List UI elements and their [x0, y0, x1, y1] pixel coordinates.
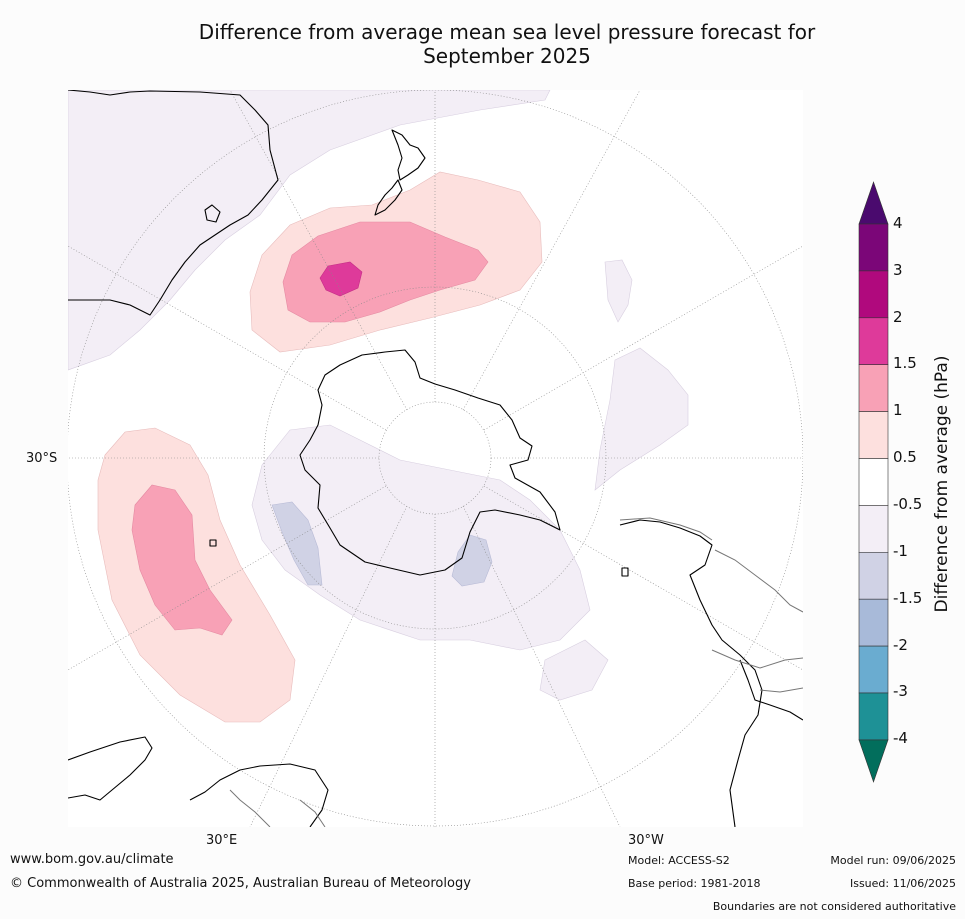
border-line-1 [619, 517, 713, 541]
anomaly-negative-weddell-sea [451, 534, 493, 587]
meridian-30e [249, 505, 408, 827]
colorbar-tick-label: 2 [893, 308, 903, 326]
anomaly-weak-negative-ring [251, 424, 591, 651]
coastline-new-zealand-south [374, 179, 403, 216]
graticule [68, 90, 803, 827]
footer-website: www.bom.gov.au/climate [10, 852, 174, 867]
colorbar-extend-min [858, 739, 889, 783]
colorbar-tick-label: 3 [893, 261, 903, 279]
anomaly-positive-indian-1-1.5 [131, 484, 233, 636]
colorbar-bin [858, 598, 889, 647]
meridian-150w [462, 90, 641, 411]
meridian-60w [483, 485, 803, 671]
colorbar-extend-max [858, 181, 889, 225]
footer-model: Model: ACCESS-S2 [628, 854, 730, 867]
meridian-120w [483, 245, 803, 431]
anomaly-negative-indian-sector [271, 501, 323, 586]
colorbar-tick-label: 1 [893, 401, 903, 419]
title-line-2: September 2025 [423, 44, 591, 68]
coastline-tasmania [204, 204, 221, 223]
anomaly-positive-tasman-1-1.5 [282, 221, 489, 323]
title-line-1: Difference from average mean sea level p… [198, 20, 816, 44]
footer-model-run: Model run: 09/06/2025 [830, 854, 956, 867]
colorbar-bin [858, 692, 889, 741]
colorbar-tick-label: -2 [893, 636, 908, 654]
anomaly-weak-negative-patch-south [539, 639, 609, 701]
footer-base-period: Base period: 1981-2018 [628, 877, 761, 890]
borders [229, 517, 803, 827]
meridian-150e [229, 90, 408, 411]
coastline-australia [68, 90, 279, 316]
colorbar-tick-label: -0.5 [893, 495, 923, 513]
colorbar-tick-label: 0.5 [893, 448, 917, 466]
colorbar-bin [858, 551, 889, 600]
colorbar-bin [858, 505, 889, 553]
anomaly-weak-negative-australia-sector [68, 90, 551, 371]
lat-label-30s: 30°S [26, 451, 58, 466]
footer-copyright: © Commonwealth of Australia 2025, Austra… [10, 876, 471, 891]
colorbar-bin [858, 270, 889, 319]
border-line-4 [759, 687, 803, 693]
anomaly-positive-tasman-1.5-2 [319, 261, 363, 297]
border-line-2 [714, 549, 803, 613]
colorbar-bin [858, 411, 889, 459]
coastline-antarctica [299, 349, 561, 576]
coastlines [68, 90, 803, 827]
meridian-120e [68, 245, 387, 431]
footer-disclaimer: Boundaries are not considered authoritat… [712, 900, 956, 913]
coastline-peninsula-tip [739, 659, 803, 721]
colorbar-tick-label: -1.5 [893, 589, 923, 607]
anomaly-weak-negative-south-atlantic [594, 347, 689, 491]
coastline-scattered-islands [209, 539, 629, 577]
map-title: Difference from average mean sea level p… [0, 20, 965, 68]
border-line-3 [711, 649, 803, 669]
lon-label-30w: 30°W [628, 833, 664, 848]
colorbar-bin [858, 645, 889, 694]
colorbar-tick-label: -1 [893, 542, 908, 560]
colorbar-tick-label: -4 [893, 729, 908, 747]
meridian-60e [68, 485, 387, 671]
colorbar-bin [858, 223, 889, 272]
colorbar-label: Difference from average (hPa) [932, 355, 952, 613]
anomaly-weak-negative-patch-east [604, 259, 633, 323]
coastline-madagascar [189, 763, 329, 827]
meridian-30w [462, 505, 621, 827]
colorbar-bin [858, 458, 889, 506]
coastline-south-america [619, 519, 763, 827]
coastline-africa [68, 736, 153, 801]
colorbar-tick-label: 4 [893, 214, 903, 232]
colorbar-bin [858, 317, 889, 365]
border-line-5 [229, 789, 271, 827]
colorbar-tick-label: -3 [893, 682, 908, 700]
border-line-6 [299, 799, 326, 827]
coastline-new-zealand-north [391, 129, 426, 181]
colorbar-bin [858, 364, 889, 412]
colorbar-tick-label: 1.5 [893, 354, 917, 372]
lon-label-30e: 30°E [206, 833, 238, 848]
footer-issued: Issued: 11/06/2025 [849, 877, 956, 890]
